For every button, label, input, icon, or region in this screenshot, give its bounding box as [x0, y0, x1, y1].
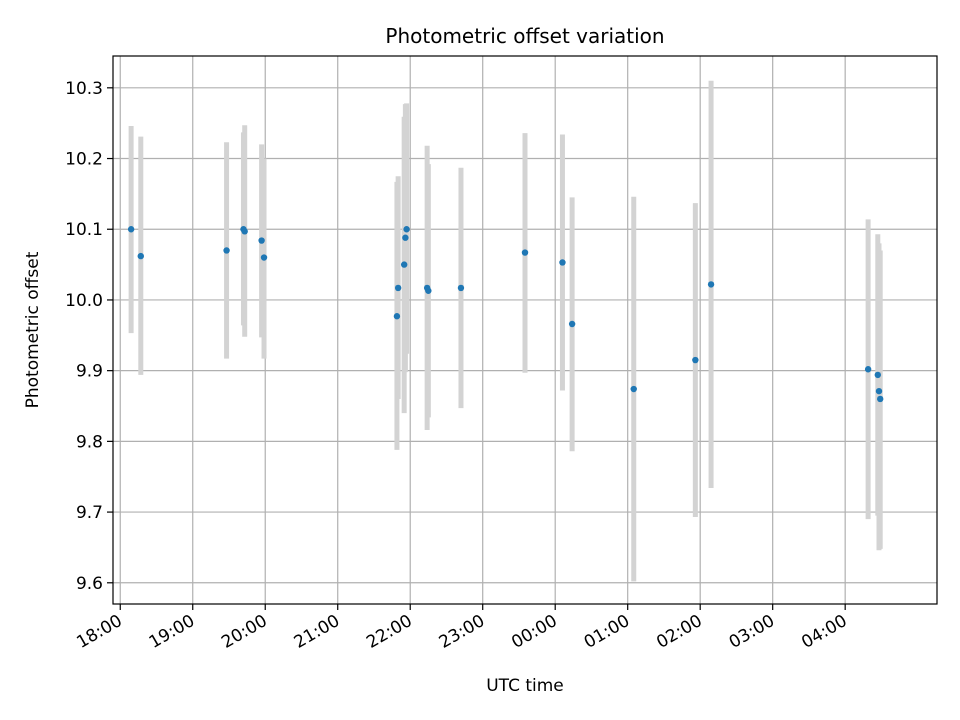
- data-point: [875, 387, 883, 395]
- data-point: [223, 247, 230, 254]
- y-tick-label: 9.8: [76, 432, 103, 452]
- plot-frame: [112, 55, 938, 605]
- data-point: [260, 254, 268, 261]
- data-point: [425, 287, 432, 294]
- data-point: [400, 261, 408, 268]
- y-tick-label: 10.2: [65, 150, 103, 170]
- y-tick-label: 9.9: [76, 362, 103, 382]
- data-point: [403, 226, 410, 233]
- data-point: [137, 252, 144, 260]
- data-point: [521, 249, 529, 256]
- data-point: [877, 395, 884, 403]
- y-tick-label: 9.7: [76, 503, 103, 523]
- y-axis-title: Photometric offset: [23, 251, 43, 408]
- data-point: [630, 385, 637, 393]
- data-point: [874, 371, 881, 379]
- data-point: [241, 228, 248, 235]
- data-point: [559, 259, 566, 266]
- y-tick-label: 9.6: [76, 574, 103, 594]
- y-axis-ticks: 9.6 9.7 9.8 9.9 10.0 10.1 10.2 10.3: [65, 79, 113, 594]
- data-points: [127, 226, 884, 403]
- data-point: [707, 281, 715, 288]
- chart-title: Photometric offset variation: [385, 24, 664, 48]
- data-point: [864, 366, 872, 373]
- data-point: [568, 320, 576, 328]
- y-tick-label: 10.0: [65, 291, 103, 311]
- y-tick-label: 10.3: [65, 79, 103, 99]
- x-axis-title: UTC time: [486, 676, 564, 696]
- data-point: [457, 284, 465, 292]
- data-point: [393, 313, 401, 320]
- data-point: [258, 237, 265, 244]
- data-point: [402, 234, 409, 241]
- data-point: [692, 356, 699, 364]
- data-point: [127, 226, 135, 233]
- data-point: [394, 284, 402, 292]
- y-tick-label: 10.1: [65, 220, 103, 240]
